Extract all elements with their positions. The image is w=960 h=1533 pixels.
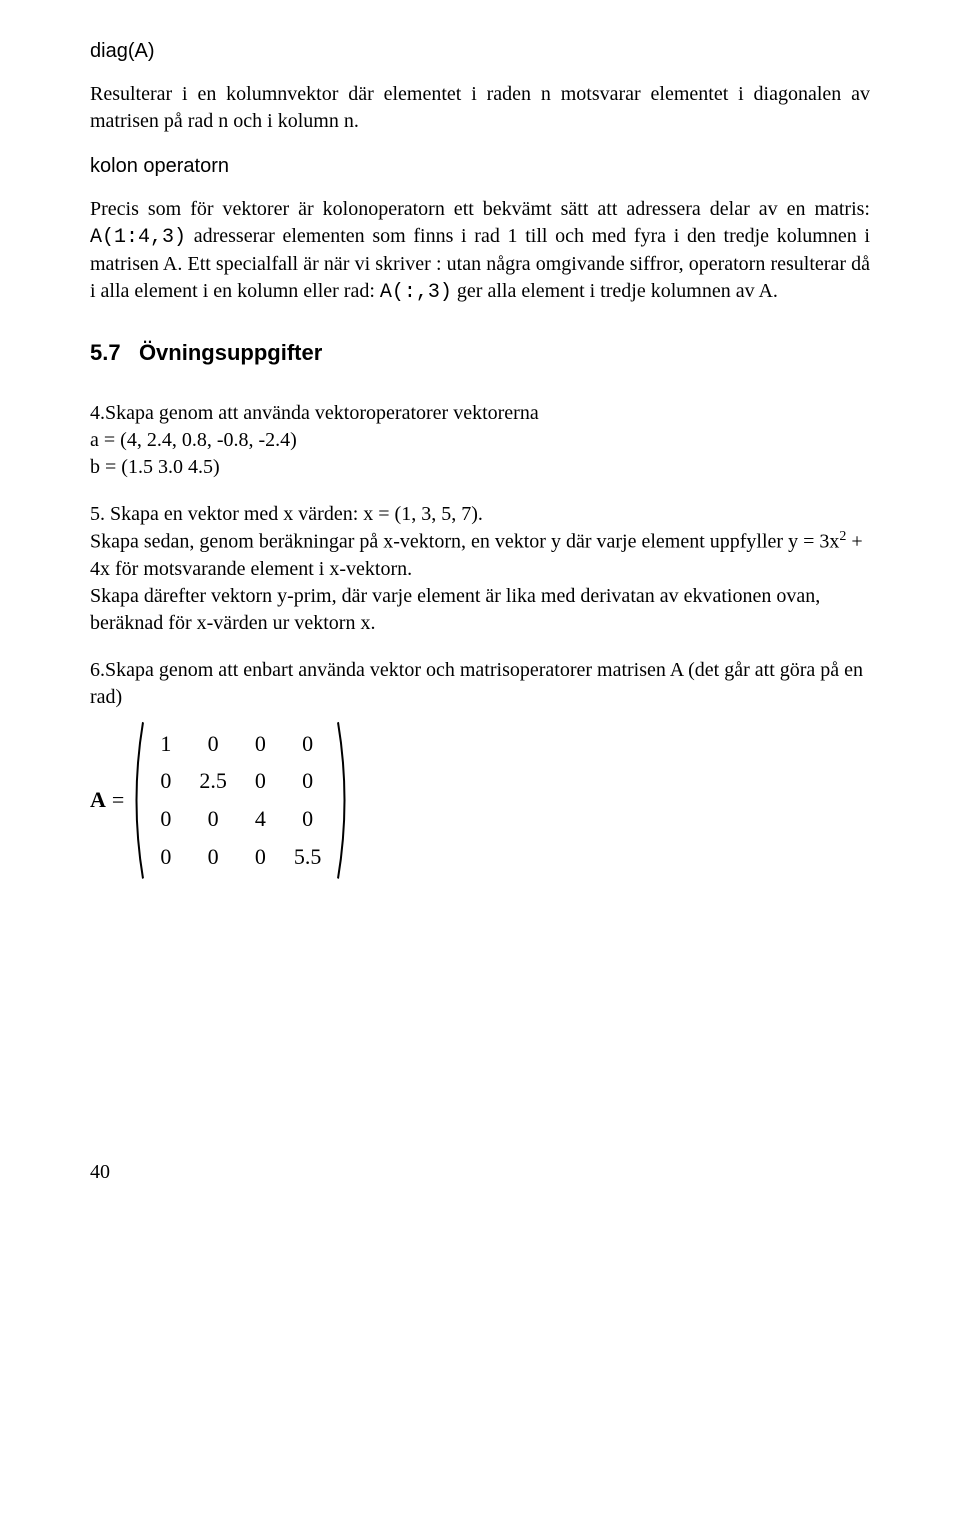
ex5-line3: Skapa därefter vektorn y-prim, där varje… <box>90 583 870 637</box>
ex5-line2: Skapa sedan, genom beräkningar på x-vekt… <box>90 528 870 583</box>
matrix-cell: 2.5 <box>185 762 241 800</box>
heading-diag: diag(A) <box>90 40 870 63</box>
matrix-table: 1 0 0 0 0 2.5 0 0 0 0 4 <box>146 725 335 876</box>
ex6-line1: 6.Skapa genom att enbart använda vektor … <box>90 657 870 711</box>
heading-kolon: kolon operatorn <box>90 155 870 178</box>
matrix-label: A <box>90 785 106 815</box>
matrix-cell: 4 <box>241 800 280 838</box>
page-number: 40 <box>90 1161 870 1184</box>
code-a14: A(1:4,3) <box>90 226 186 249</box>
matrix-cell: 0 <box>241 838 280 876</box>
matrix-cell: 0 <box>280 762 336 800</box>
paragraph-kolon: Precis som för vektorer är kolonoperator… <box>90 196 870 306</box>
matrix-cell: 0 <box>241 762 280 800</box>
matrix-equals: = <box>112 785 124 815</box>
matrix-cell: 0 <box>146 838 185 876</box>
page: diag(A) Resulterar i en kolumnvektor där… <box>0 0 960 1224</box>
paren-right-icon <box>335 719 353 882</box>
ex5-line2a: Skapa sedan, genom beräkningar på x-vekt… <box>90 531 839 553</box>
matrix-cell: 0 <box>146 762 185 800</box>
ex4-line2: a = (4, 2.4, 0.8, -0.8, -2.4) <box>90 427 870 454</box>
matrix: 1 0 0 0 0 2.5 0 0 0 0 4 <box>128 719 353 882</box>
text-kolon-a: Precis som för vektorer är kolonoperator… <box>90 198 870 220</box>
exercise-5: 5. Skapa en vektor med x värden: x = (1,… <box>90 501 870 637</box>
matrix-cell: 1 <box>146 725 185 763</box>
matrix-cell: 0 <box>241 725 280 763</box>
table-row: 0 0 4 0 <box>146 800 335 838</box>
matrix-cell: 0 <box>146 800 185 838</box>
matrix-cell: 0 <box>280 800 336 838</box>
matrix-equation: A = 1 0 0 0 0 2.5 0 <box>90 719 870 882</box>
code-a3: A(:,3) <box>380 281 452 304</box>
ex4-line1: 4.Skapa genom att använda vektoroperator… <box>90 400 870 427</box>
paragraph-diag: Resulterar i en kolumnvektor där element… <box>90 81 870 135</box>
matrix-cell: 0 <box>280 725 336 763</box>
table-row: 0 0 0 5.5 <box>146 838 335 876</box>
table-row: 0 2.5 0 0 <box>146 762 335 800</box>
section-number: 5.7 <box>90 340 121 365</box>
ex4-line3: b = (1.5 3.0 4.5) <box>90 454 870 481</box>
ex5-line1: 5. Skapa en vektor med x värden: x = (1,… <box>90 501 870 528</box>
section-heading: 5.7 Övningsuppgifter <box>90 340 870 366</box>
matrix-cell: 0 <box>185 838 241 876</box>
exercise-6: 6.Skapa genom att enbart använda vektor … <box>90 657 870 882</box>
paren-left-icon <box>128 719 146 882</box>
matrix-cell: 0 <box>185 800 241 838</box>
section-title: Övningsuppgifter <box>139 340 322 365</box>
matrix-cell: 5.5 <box>280 838 336 876</box>
matrix-cell: 0 <box>185 725 241 763</box>
table-row: 1 0 0 0 <box>146 725 335 763</box>
text-kolon-c: ger alla element i tredje kolumnen av A. <box>452 280 778 302</box>
exercise-4: 4.Skapa genom att använda vektoroperator… <box>90 400 870 481</box>
